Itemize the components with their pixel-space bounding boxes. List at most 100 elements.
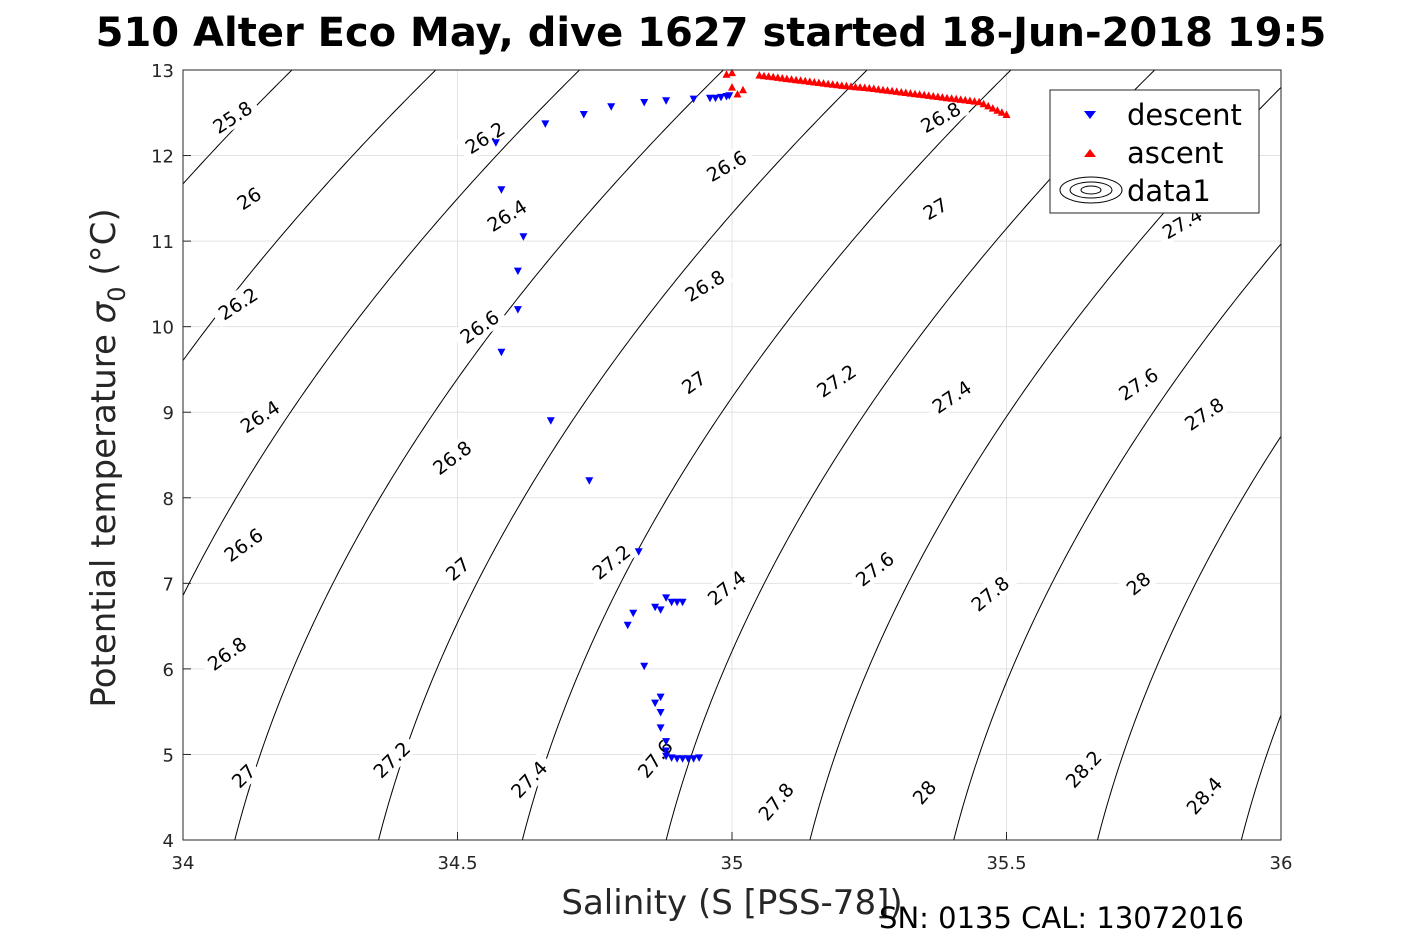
contour-label-halo [697,561,755,614]
contour-line-3 [183,70,293,185]
y-tick-label: 6 [163,660,174,681]
contour-line-12 [1097,435,1281,840]
descent-point [585,477,594,485]
data-points [491,68,1011,763]
contour-line-6 [234,70,724,840]
y-tick-label: 5 [163,745,174,766]
contour-label-halo [911,93,970,140]
contour-label-halo [1175,388,1233,439]
contour-label-halo [198,627,256,679]
descent-point [656,606,665,614]
descent-point [640,662,649,671]
x-axis-label: Salinity (S [PSS-78]) [561,883,902,923]
descent-point [497,348,506,357]
contour-label-group: 27 [223,756,263,795]
descent-point [684,755,693,763]
descent-point [673,755,682,763]
legend-descent-label: descent [1127,98,1242,132]
descent-point [678,598,687,607]
descent-point [662,594,671,602]
contour-label-halo [697,141,756,189]
ascent-trail-point [970,97,979,105]
contour-label-halo [674,363,713,401]
descent-point [725,92,734,100]
contour-line-8 [521,70,1012,840]
contour-label-halo [214,519,272,570]
descent-point [607,103,616,111]
ascent-point [739,85,747,94]
descent-point [678,755,687,763]
ascent-trail-point [915,90,924,98]
legend-ascent-marker [1084,149,1096,157]
contour-label-halo [477,190,536,240]
descent-point [717,93,725,102]
descent-point [673,598,682,607]
contour-label-halo [1056,741,1110,797]
contour-line-9 [665,70,1156,840]
descent-point [656,724,665,732]
contour-label-halo [230,391,289,441]
x-tick-label: 34.5 [437,853,477,874]
contour-label-halo [904,772,943,812]
descent-point [519,233,528,241]
ascent-trail-point [860,83,869,91]
descent-point [634,548,643,556]
ascent-point [728,83,736,91]
contour-line-7 [378,70,868,840]
ascent-point [728,68,736,77]
chart-title: 510 Alter Eco May, dive 1627 started 18-… [96,10,1327,56]
ascent-point [1002,110,1011,118]
contour-label-halo [1109,359,1167,408]
legend-contour-icon [1059,176,1123,204]
legend-descent-marker [1084,111,1096,119]
contour-label-halo [675,261,734,309]
descent-point [662,738,671,746]
y-axis-label-sigma: σ [84,300,124,323]
contour-label-halo [229,179,268,216]
descent-point [711,94,720,103]
descent-point [491,139,500,147]
ascent-trail-point [833,80,842,89]
contour-line-4 [183,70,437,362]
descent-point [513,267,522,276]
contour-label-halo [423,431,481,483]
contour-label-halo [961,567,1018,620]
x-tick-label: 36 [1270,853,1293,874]
contour-label-halo [582,535,640,588]
descent-point [623,621,632,630]
ascent-trail-point [979,99,988,108]
ascent-trail-point [988,104,997,112]
legend-ascent-label: ascent [1127,136,1223,170]
descent-point [689,755,698,763]
contour-label-halo [450,301,508,352]
descent-point [546,417,555,425]
descent-point [651,603,660,612]
x-tick-label: 34 [172,853,195,874]
y-tick-label: 13 [151,61,174,82]
contour-labels: 25.82626.226.426.626.82726.226.426.626.8… [198,92,1233,830]
ascent-trail-point [997,108,1006,116]
legend-data1-label: data1 [1127,174,1211,208]
contour-label-halo [846,542,903,595]
contour-label-halo [437,549,477,588]
descent-point [706,94,714,103]
descent-point [695,754,704,762]
descent-point [656,693,665,702]
descent-point [640,99,649,107]
descent-point [497,186,506,194]
y-tick-label: 9 [163,403,174,424]
ascent-trail-point [888,86,897,95]
y-axis-label-subscript: 0 [103,286,131,301]
axis-ticks: 34 34.5 35 35.5 36 4 5 6 7 8 9 10 11 12 13 [151,61,1292,874]
descent-point [541,120,550,128]
contour-label-halo [915,190,955,226]
y-tick-label: 11 [151,232,174,253]
contour-label-halo [1118,564,1158,602]
y-tick-label: 12 [151,147,174,168]
descent-point [689,95,698,104]
ascent-point [733,90,742,98]
contour-label-halo [749,773,802,830]
y-axis-label-unit: (°C) [84,208,124,286]
legend-box [1049,89,1260,214]
ascent-trail-point [943,93,951,102]
